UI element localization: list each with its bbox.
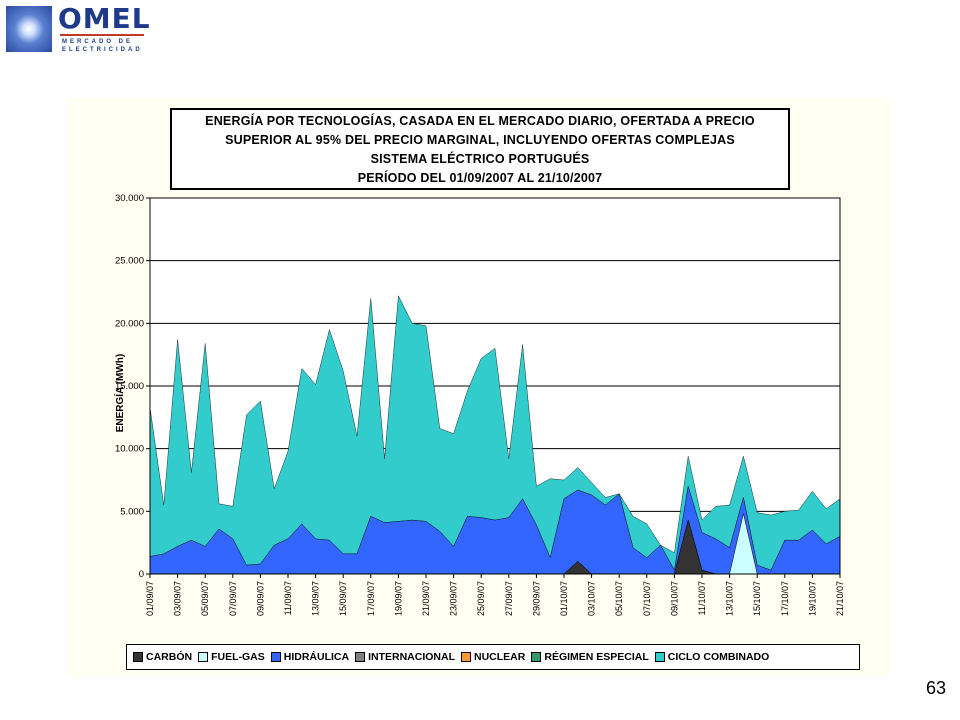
legend-swatch — [133, 652, 143, 662]
chart-title-line-1: ENERGÍA POR TECNOLOGÍAS, CASADA EN EL ME… — [205, 114, 755, 128]
chart-title-line-4: PERÍODO DEL 01/09/2007 AL 21/10/2007 — [357, 171, 603, 185]
legend-label: CARBÓN — [146, 651, 193, 663]
legend-label: CICLO COMBINADO — [667, 651, 770, 663]
chart-title-line-2: SUPERIOR AL 95% DEL PRECIO MARGINAL, INC… — [225, 133, 735, 147]
legend-label: NUCLEAR — [474, 651, 526, 663]
legend-swatch — [355, 652, 366, 662]
logo-rule — [60, 34, 144, 36]
chart-title-line-3: SISTEMA ELÉCTRICO PORTUGUÉS — [370, 152, 590, 166]
logo-name: OMEL — [58, 2, 151, 35]
omel-logo: OMEL MERCADO DE ELECTRICIDAD — [6, 2, 166, 54]
legend-item: RÉGIMEN ESPECIAL — [531, 651, 649, 663]
logo-emblem-icon — [6, 6, 52, 52]
legend-swatch — [198, 652, 209, 662]
legend-label: INTERNACIONAL — [368, 651, 456, 663]
legend-swatch — [270, 652, 281, 662]
legend-item: FUEL-GAS — [198, 651, 265, 663]
legend-label: RÉGIMEN ESPECIAL — [544, 651, 649, 663]
chart-title: ENERGÍA POR TECNOLOGÍAS, CASADA EN EL ME… — [170, 108, 790, 190]
legend-item: CICLO COMBINADO — [654, 651, 770, 663]
legend-swatch — [461, 652, 472, 662]
page-number: 63 — [926, 678, 947, 698]
y-axis-label: ENERGÍA (MWh) — [115, 353, 126, 433]
legend-label: HIDRÁULICA — [283, 651, 350, 663]
legend-item: CARBÓN — [133, 651, 192, 663]
legend-item: INTERNACIONAL — [355, 651, 455, 663]
legend-item: NUCLEAR — [461, 651, 525, 663]
legend-swatch — [531, 652, 542, 662]
legend-label: FUEL-GAS — [211, 651, 265, 663]
logo-subtitle-1: MERCADO DE — [62, 39, 134, 45]
legend-item: HIDRÁULICA — [270, 651, 350, 663]
logo-subtitle-2: ELECTRICIDAD — [62, 47, 143, 53]
chart-legend: CARBÓN FUEL-GAS HIDRÁULICA INTERNACIONAL NUC… — [126, 644, 860, 670]
legend-swatch — [654, 652, 665, 662]
